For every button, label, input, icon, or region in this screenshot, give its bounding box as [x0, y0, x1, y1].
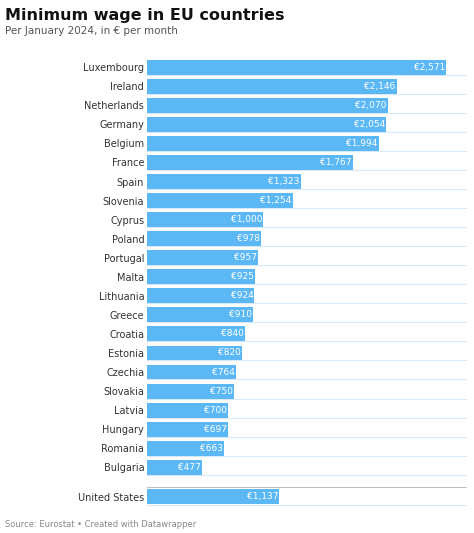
Text: €924: €924: [230, 292, 253, 300]
Text: €1,994: €1,994: [346, 139, 378, 148]
Bar: [147, 308, 253, 322]
Text: €925: €925: [230, 272, 254, 281]
Text: €2,146: €2,146: [364, 82, 395, 91]
Text: €750: €750: [210, 386, 233, 395]
Text: €840: €840: [220, 329, 244, 338]
Bar: [147, 174, 301, 189]
Bar: [147, 460, 202, 475]
Text: €663: €663: [200, 444, 223, 453]
Bar: [147, 327, 245, 341]
Bar: [147, 136, 379, 151]
Bar: [147, 269, 255, 284]
Text: Minimum wage in EU countries: Minimum wage in EU countries: [5, 8, 284, 23]
Bar: [147, 365, 236, 379]
Bar: [147, 193, 293, 208]
Text: €820: €820: [219, 349, 241, 358]
Bar: [147, 231, 261, 246]
Text: Source: Eurostat • Created with Datawrapper: Source: Eurostat • Created with Datawrap…: [5, 520, 196, 529]
Bar: [147, 60, 446, 75]
Bar: [147, 422, 228, 437]
Bar: [147, 117, 386, 132]
Text: €2,054: €2,054: [354, 120, 385, 129]
Bar: [147, 251, 258, 265]
Bar: [147, 288, 255, 303]
Text: €764: €764: [212, 368, 235, 376]
Bar: [147, 155, 353, 170]
Text: €957: €957: [234, 253, 257, 262]
Text: €1,137: €1,137: [246, 492, 278, 502]
Text: €910: €910: [228, 310, 252, 319]
Bar: [147, 212, 263, 227]
Text: €2,571: €2,571: [413, 63, 445, 72]
Text: €1,000: €1,000: [231, 215, 262, 224]
Text: €1,767: €1,767: [320, 158, 351, 167]
Bar: [147, 441, 224, 456]
Text: €2,070: €2,070: [355, 101, 387, 110]
Text: €700: €700: [204, 406, 227, 415]
Bar: [147, 403, 228, 417]
Bar: [147, 384, 234, 399]
Text: €1,323: €1,323: [268, 177, 300, 186]
Bar: [147, 489, 279, 504]
Text: €1,254: €1,254: [260, 196, 292, 205]
Bar: [147, 98, 388, 113]
Bar: [147, 345, 242, 360]
Text: €477: €477: [178, 463, 201, 472]
Text: Per January 2024, in € per month: Per January 2024, in € per month: [5, 26, 178, 36]
Text: €697: €697: [204, 425, 227, 434]
Bar: [147, 79, 397, 94]
Text: €978: €978: [237, 234, 260, 243]
